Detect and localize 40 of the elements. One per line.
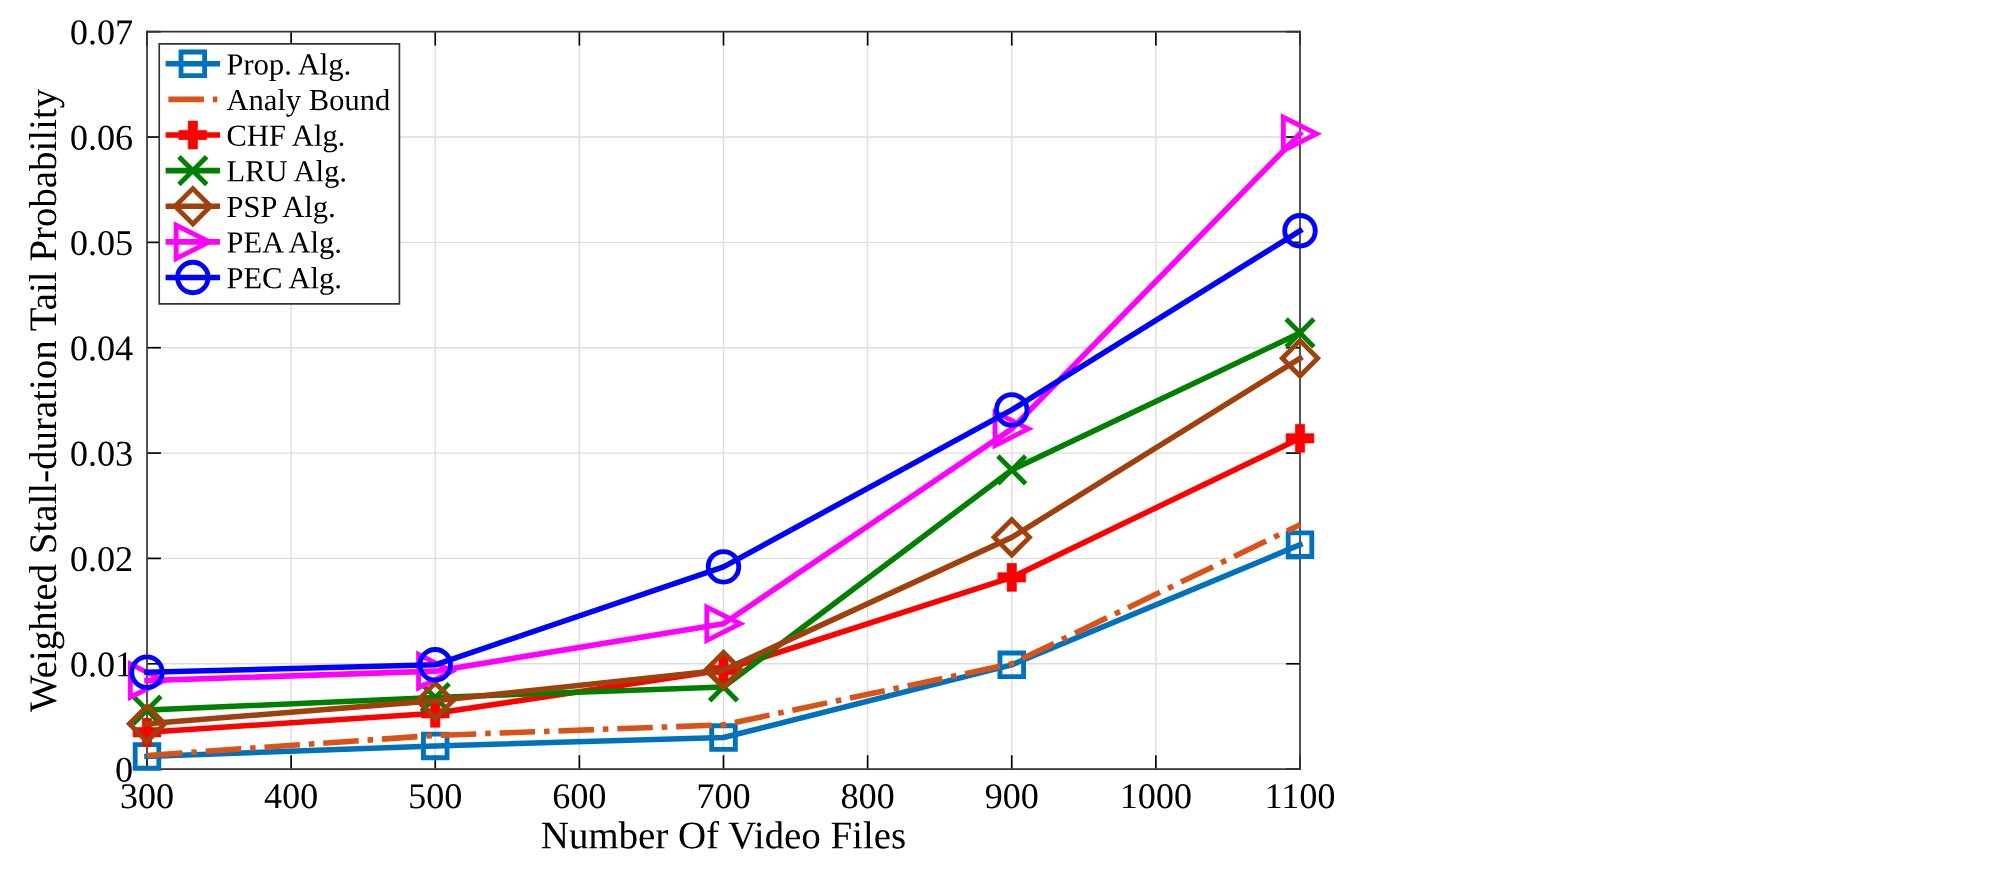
x-tick-label: 1100 — [1267, 784, 1335, 809]
x-tick-label: 900 — [985, 784, 1038, 809]
y-tick-label: 0.01 — [71, 652, 131, 677]
x-tick-label: 500 — [410, 784, 461, 809]
x-tick-label: 800 — [841, 784, 894, 809]
point — [995, 453, 1029, 487]
x-tick-label: 700 — [698, 784, 750, 809]
legend-label: LRU Alg. — [227, 160, 345, 188]
point — [709, 723, 738, 752]
y-tick-label: 0.06 — [71, 125, 133, 151]
point — [703, 649, 744, 691]
y-tick-label: 0 — [116, 757, 132, 782]
x-axis-title: Number Of Video Files — [541, 820, 905, 849]
point — [991, 517, 1032, 558]
point — [1283, 316, 1317, 350]
y-tick-label: 0.07 — [71, 20, 133, 45]
y-axis-title: Weighted Stall-duration Tail Probability — [28, 88, 65, 712]
y-tick-label: 0.02 — [71, 546, 132, 572]
point — [997, 563, 1026, 592]
point — [1279, 338, 1321, 379]
x-tick-label: 400 — [264, 784, 317, 809]
x-tick-label: 300 — [121, 784, 173, 809]
x-tick-label: 600 — [553, 784, 606, 809]
legend-label: CHF Alg. — [227, 124, 344, 153]
point — [994, 392, 1030, 428]
legend-label: PEC Alg. — [227, 266, 340, 295]
legend-label: Analy Bound — [226, 88, 390, 117]
point — [1282, 213, 1318, 249]
y-tick-label: 0.05 — [71, 230, 132, 256]
legend-label: PSP Alg. — [227, 195, 334, 224]
point — [1285, 530, 1315, 559]
point — [705, 549, 742, 585]
point — [126, 703, 168, 744]
legend-label: PEA Alg. — [227, 231, 340, 260]
y-tick-label: 0.03 — [71, 441, 132, 467]
legend-label: Prop. Alg. — [227, 53, 350, 82]
x-tick-label: 1000 — [1122, 784, 1191, 809]
point — [415, 680, 456, 721]
point — [1280, 113, 1322, 153]
y-tick-label: 0.04 — [71, 336, 133, 361]
